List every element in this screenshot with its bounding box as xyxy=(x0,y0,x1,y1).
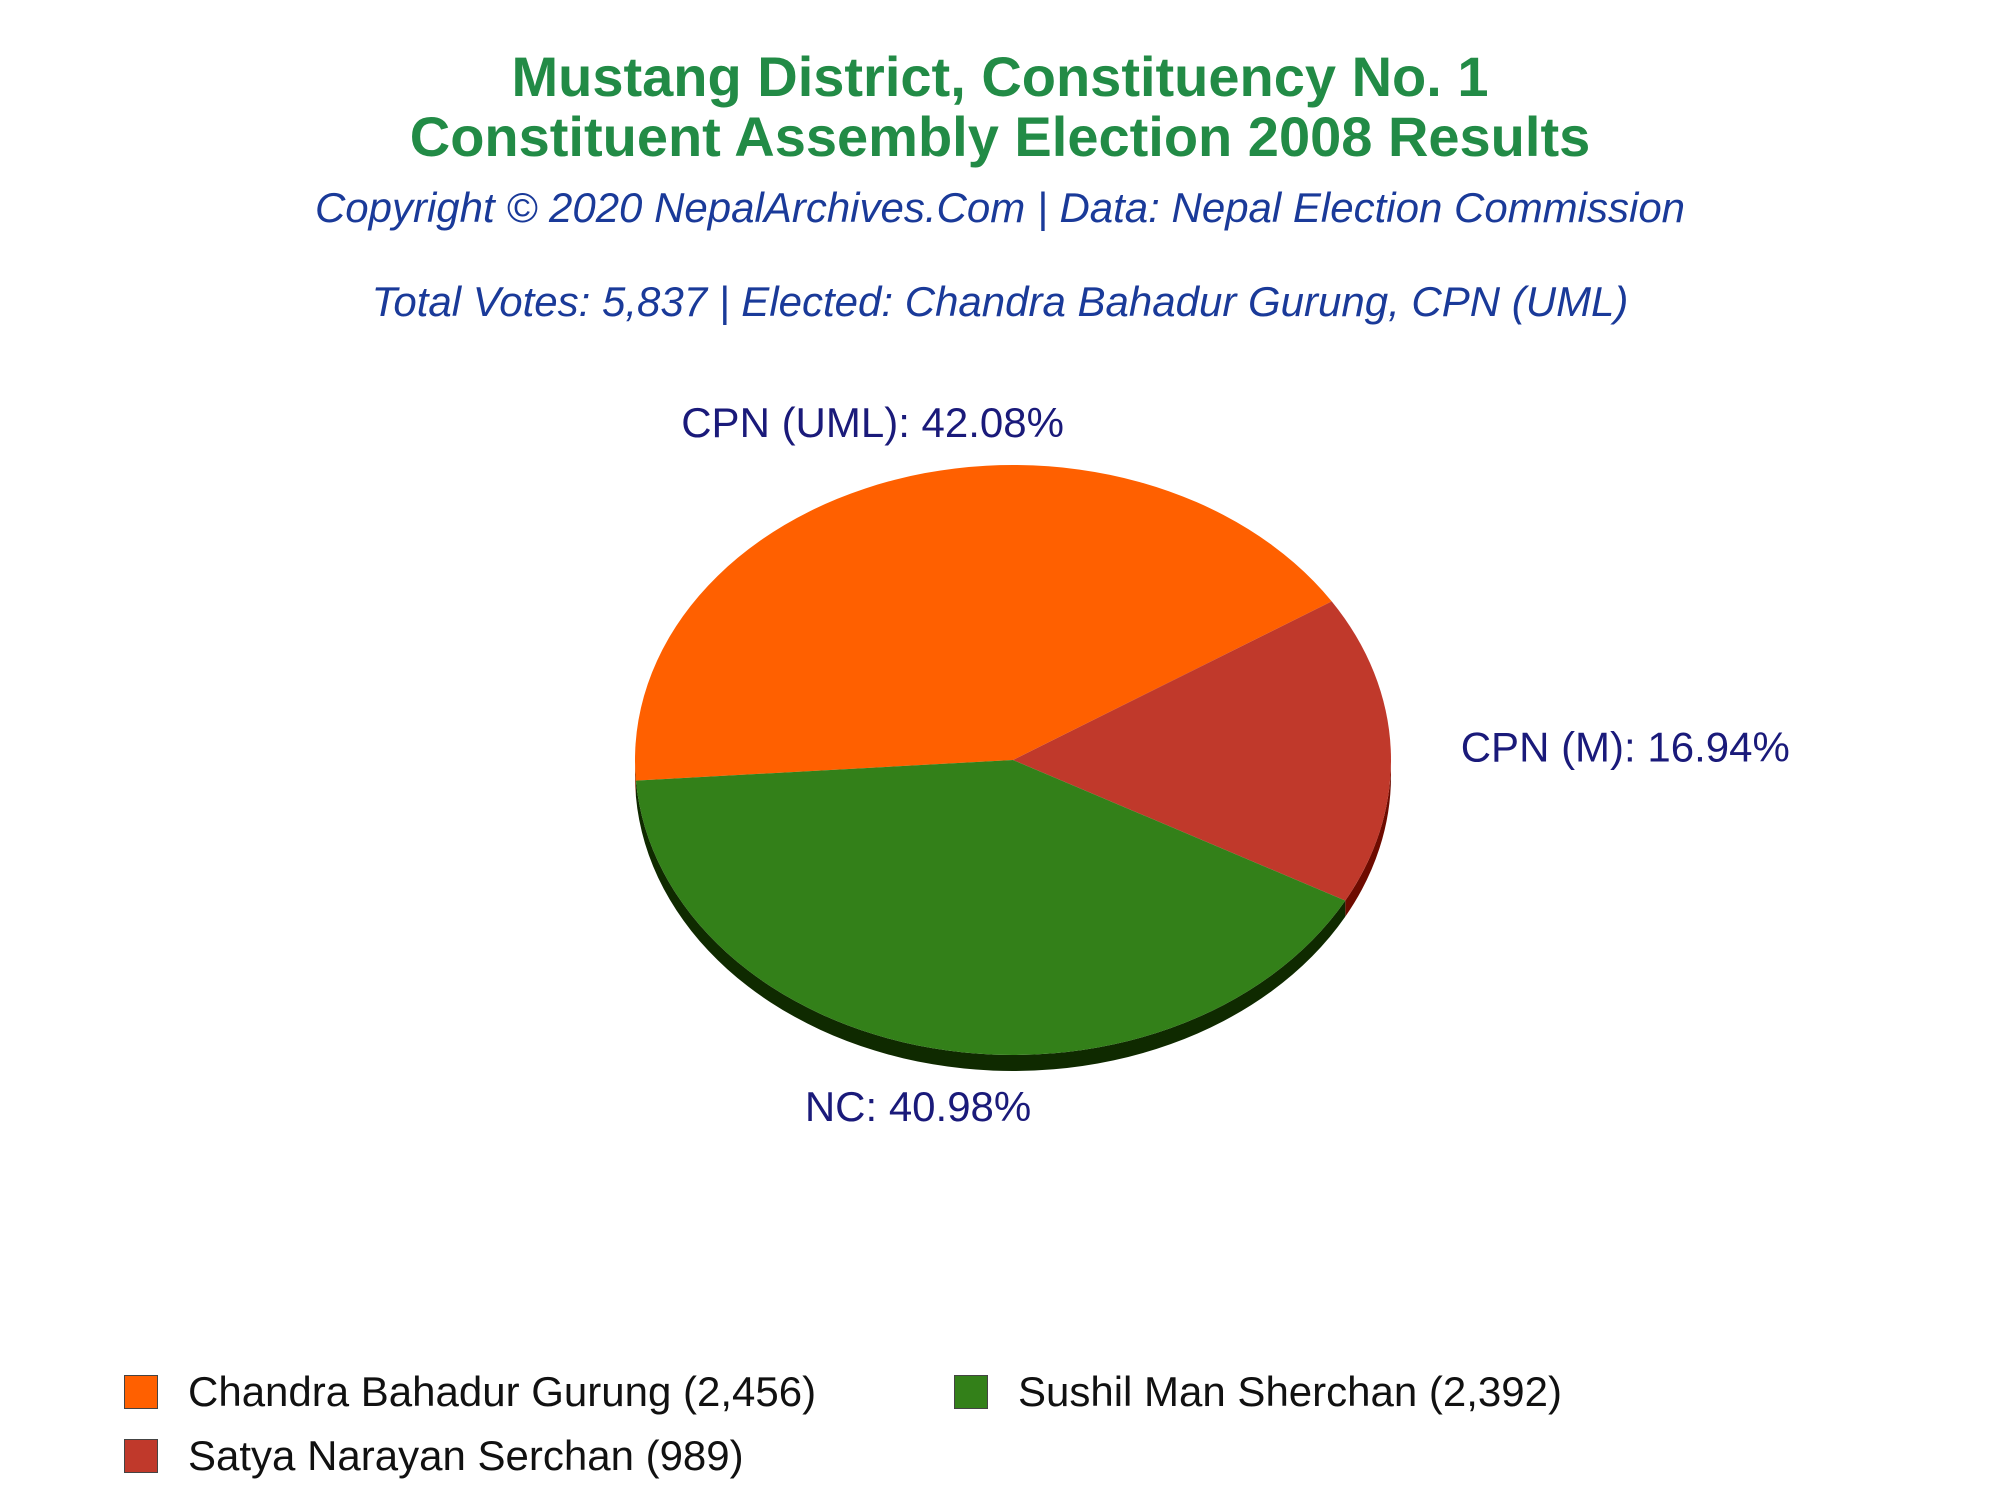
pie-depth-layer xyxy=(635,760,1391,1072)
legend-label: Sushil Man Sherchan (2,392) xyxy=(1018,1368,1562,1415)
legend-item-sushil-man-sherchan: Sushil Man Sherchan (2,392) xyxy=(954,1368,1562,1416)
pie-side-cpn-m xyxy=(1345,760,1391,917)
legend-label: Satya Narayan Serchan (989) xyxy=(188,1432,744,1479)
legend-item-satya-narayan-serchan: Satya Narayan Serchan (989) xyxy=(124,1432,744,1480)
slice-label-nc: NC: 40.98% xyxy=(805,1083,1031,1130)
slice-label-cpn-m: CPN (M): 16.94% xyxy=(1461,723,1790,770)
pie-slice-cpn-uml xyxy=(635,464,1332,781)
pie-side-cpn-uml xyxy=(635,760,636,797)
chart-title-line1: Mustang District, Constituency No. 1 xyxy=(511,45,1489,108)
pie-top-layer xyxy=(635,464,1391,1056)
legend-swatch xyxy=(124,1439,158,1473)
legend-swatch xyxy=(954,1375,988,1409)
pie-slice-nc xyxy=(635,760,1346,1056)
summary-line: Total Votes: 5,837 | Elected: Chandra Ba… xyxy=(371,278,1629,325)
chart-title-line2: Constituent Assembly Election 2008 Resul… xyxy=(409,105,1591,168)
legend-item-chandra-bahadur-gurung: Chandra Bahadur Gurung (2,456) xyxy=(124,1368,816,1416)
legend-swatch xyxy=(124,1375,158,1409)
pie-slice-cpn-m xyxy=(1013,601,1391,901)
copyright-line: Copyright © 2020 NepalArchives.Com | Dat… xyxy=(314,184,1686,231)
pie-labels-layer: CPN (UML): 42.08% CPN (M): 16.94% NC: 40.9… xyxy=(681,399,1790,1130)
legend-label: Chandra Bahadur Gurung (2,456) xyxy=(188,1368,817,1415)
slice-label-cpn-uml: CPN (UML): 42.08% xyxy=(681,399,1064,446)
